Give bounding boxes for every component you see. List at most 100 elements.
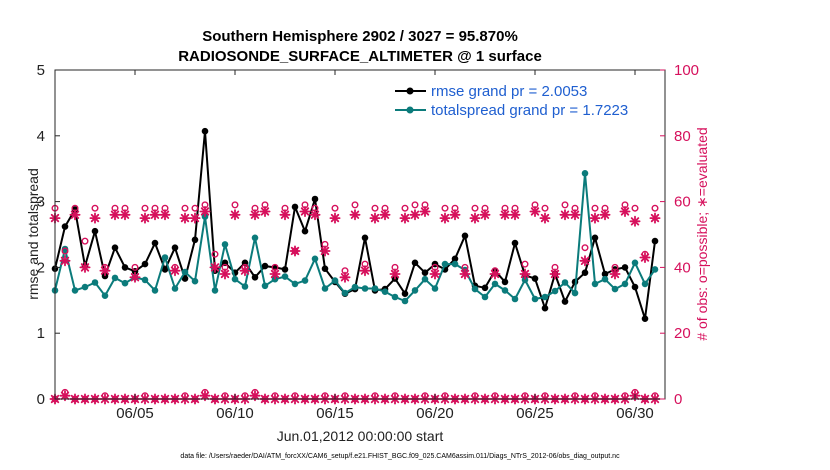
totalspread-point xyxy=(281,273,289,280)
evaluated-obs-marker xyxy=(99,265,111,277)
y2-tick-label: 20 xyxy=(674,325,691,342)
rmse-point xyxy=(281,266,289,273)
totalspread-point xyxy=(321,285,329,292)
star-stroke xyxy=(70,210,80,219)
evaluated-obs-marker xyxy=(169,265,181,277)
totalspread-point xyxy=(261,282,269,290)
star-stroke xyxy=(600,210,610,219)
totalspread-point xyxy=(101,292,109,300)
rmse-point xyxy=(411,259,419,267)
evaluated-obs-marker xyxy=(389,268,401,280)
totalspread-point xyxy=(401,297,409,305)
star-stroke xyxy=(490,269,500,279)
totalspread-point xyxy=(231,275,239,283)
y-tick-label: 4 xyxy=(37,128,45,145)
totalspread-point xyxy=(181,268,189,276)
star-stroke xyxy=(400,213,410,223)
evaluated-obs-marker xyxy=(379,209,391,221)
star-stroke xyxy=(520,269,530,279)
totalspread-point xyxy=(81,283,89,291)
star-stroke xyxy=(550,269,560,279)
totalspread-point xyxy=(511,295,519,303)
evaluated-obs-marker xyxy=(189,212,201,224)
rmse-point xyxy=(481,284,489,292)
totalspread-point xyxy=(141,276,149,284)
series-layer xyxy=(51,127,659,323)
evaluated-obs-marker xyxy=(139,212,151,224)
rmse-point xyxy=(61,223,69,230)
star-stroke xyxy=(60,391,70,400)
evaluated-obs-marker xyxy=(479,209,491,221)
rmse-point xyxy=(651,237,659,245)
totalspread-point xyxy=(651,266,659,273)
rmse-point xyxy=(561,298,569,305)
evaluated-obs-marker xyxy=(229,209,241,221)
rmse-point xyxy=(121,264,129,271)
possible-obs-marker xyxy=(411,201,419,209)
totalspread-point xyxy=(371,285,379,292)
evaluated-obs-marker xyxy=(639,251,651,264)
rmse-point xyxy=(191,236,199,244)
totalspread-point xyxy=(501,287,509,294)
y2-tick-label: 80 xyxy=(674,128,691,145)
evaluated-obs-marker xyxy=(579,255,591,267)
plot-frame xyxy=(54,69,666,400)
chart-subtitle: RADIOSONDE_SURFACE_ALTIMETER @ 1 surface xyxy=(178,48,542,65)
totalspread-point xyxy=(191,277,199,285)
possible-obs-marker xyxy=(561,201,569,209)
rmse-point xyxy=(181,275,189,282)
possible-obs-marker xyxy=(651,204,659,212)
x-tick-label: 06/20 xyxy=(416,405,454,422)
evaluated-obs-marker xyxy=(619,205,631,218)
totalspread-point xyxy=(451,260,459,268)
evaluated-obs-marker xyxy=(459,268,471,280)
star-stroke xyxy=(430,269,440,279)
evaluated-obs-marker xyxy=(629,215,641,227)
evaluated-obs-marker xyxy=(159,209,171,221)
totalspread-point xyxy=(351,283,359,291)
y-tick-label: 0 xyxy=(37,391,45,408)
rmse-point xyxy=(461,232,469,240)
y-axis-left: 0 1 2 3 4 5 xyxy=(37,62,60,408)
totalspread-point xyxy=(431,285,439,292)
totalspread-point xyxy=(601,275,609,283)
totalspread-point xyxy=(411,287,419,294)
evaluated-obs-marker xyxy=(609,268,621,280)
star-stroke xyxy=(250,391,260,400)
star-stroke xyxy=(290,246,300,256)
star-stroke xyxy=(160,210,170,219)
evaluated-obs-marker xyxy=(589,212,601,224)
star-stroke xyxy=(390,269,400,279)
y-axis-label: rmse and totalspread xyxy=(25,168,41,300)
rmse-point xyxy=(421,269,429,277)
star-stroke xyxy=(270,269,280,279)
x-axis-label: Jun.01,2012 00:00:00 start xyxy=(277,428,444,444)
star-stroke xyxy=(220,269,230,279)
star-stroke xyxy=(410,210,420,219)
star-stroke xyxy=(80,263,90,272)
star-stroke xyxy=(330,213,340,223)
evaluated-obs-marker xyxy=(429,268,441,280)
star-stroke xyxy=(320,246,330,256)
totalspread-point xyxy=(561,279,569,286)
possible-obs-marker xyxy=(631,204,639,212)
star-stroke xyxy=(630,217,640,226)
star-stroke xyxy=(500,210,510,219)
chart-title: Southern Hemisphere 2902 / 3027 = 95.870… xyxy=(202,28,518,45)
star-stroke xyxy=(570,210,580,219)
evaluated-obs-marker xyxy=(109,209,121,221)
evaluated-obs-marker xyxy=(509,209,521,221)
evaluated-obs-marker xyxy=(559,209,571,221)
star-stroke xyxy=(360,266,370,275)
evaluated-obs-marker xyxy=(129,271,141,283)
x-tick-label: 06/10 xyxy=(216,405,254,422)
evaluated-obs-marker xyxy=(239,265,251,277)
totalspread-point xyxy=(121,279,129,287)
possible-obs-marker xyxy=(141,204,149,212)
possible-obs-marker xyxy=(231,201,239,209)
star-stroke xyxy=(140,213,150,223)
star-stroke xyxy=(200,391,210,400)
evaluated-obs-marker xyxy=(449,209,461,221)
y2-tick-label: 40 xyxy=(674,259,691,276)
rmse-point xyxy=(201,127,209,135)
